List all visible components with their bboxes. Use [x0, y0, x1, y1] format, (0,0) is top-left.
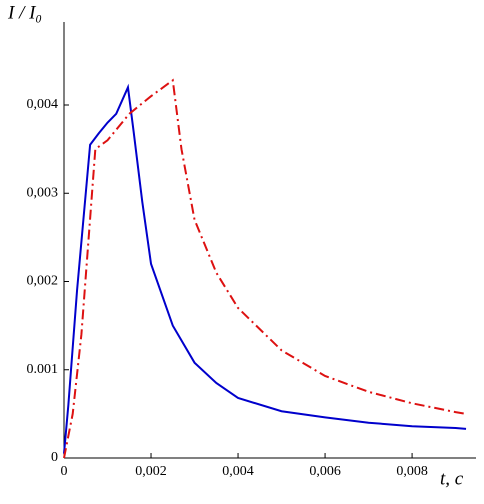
y-tick-label: 0 [51, 450, 58, 465]
x-tick-label: 0,008 [396, 464, 428, 479]
y-tick-label: 0.001 [27, 362, 59, 377]
x-tick-label: 0 [61, 464, 68, 479]
data-line [63, 83, 467, 454]
x-tick-label: 0,004 [222, 464, 254, 479]
x-axis-label: t, c [440, 468, 464, 489]
y-tick-label: 0,004 [27, 97, 59, 112]
x-tick-label: 0,002 [135, 464, 167, 479]
data-line [63, 78, 467, 459]
y-tick-label: 0,003 [27, 185, 59, 200]
y-axis-label: I / I₀ [7, 2, 42, 23]
x-tick-label: 0,006 [309, 464, 341, 479]
y-tick-label: 0,002 [27, 274, 59, 289]
